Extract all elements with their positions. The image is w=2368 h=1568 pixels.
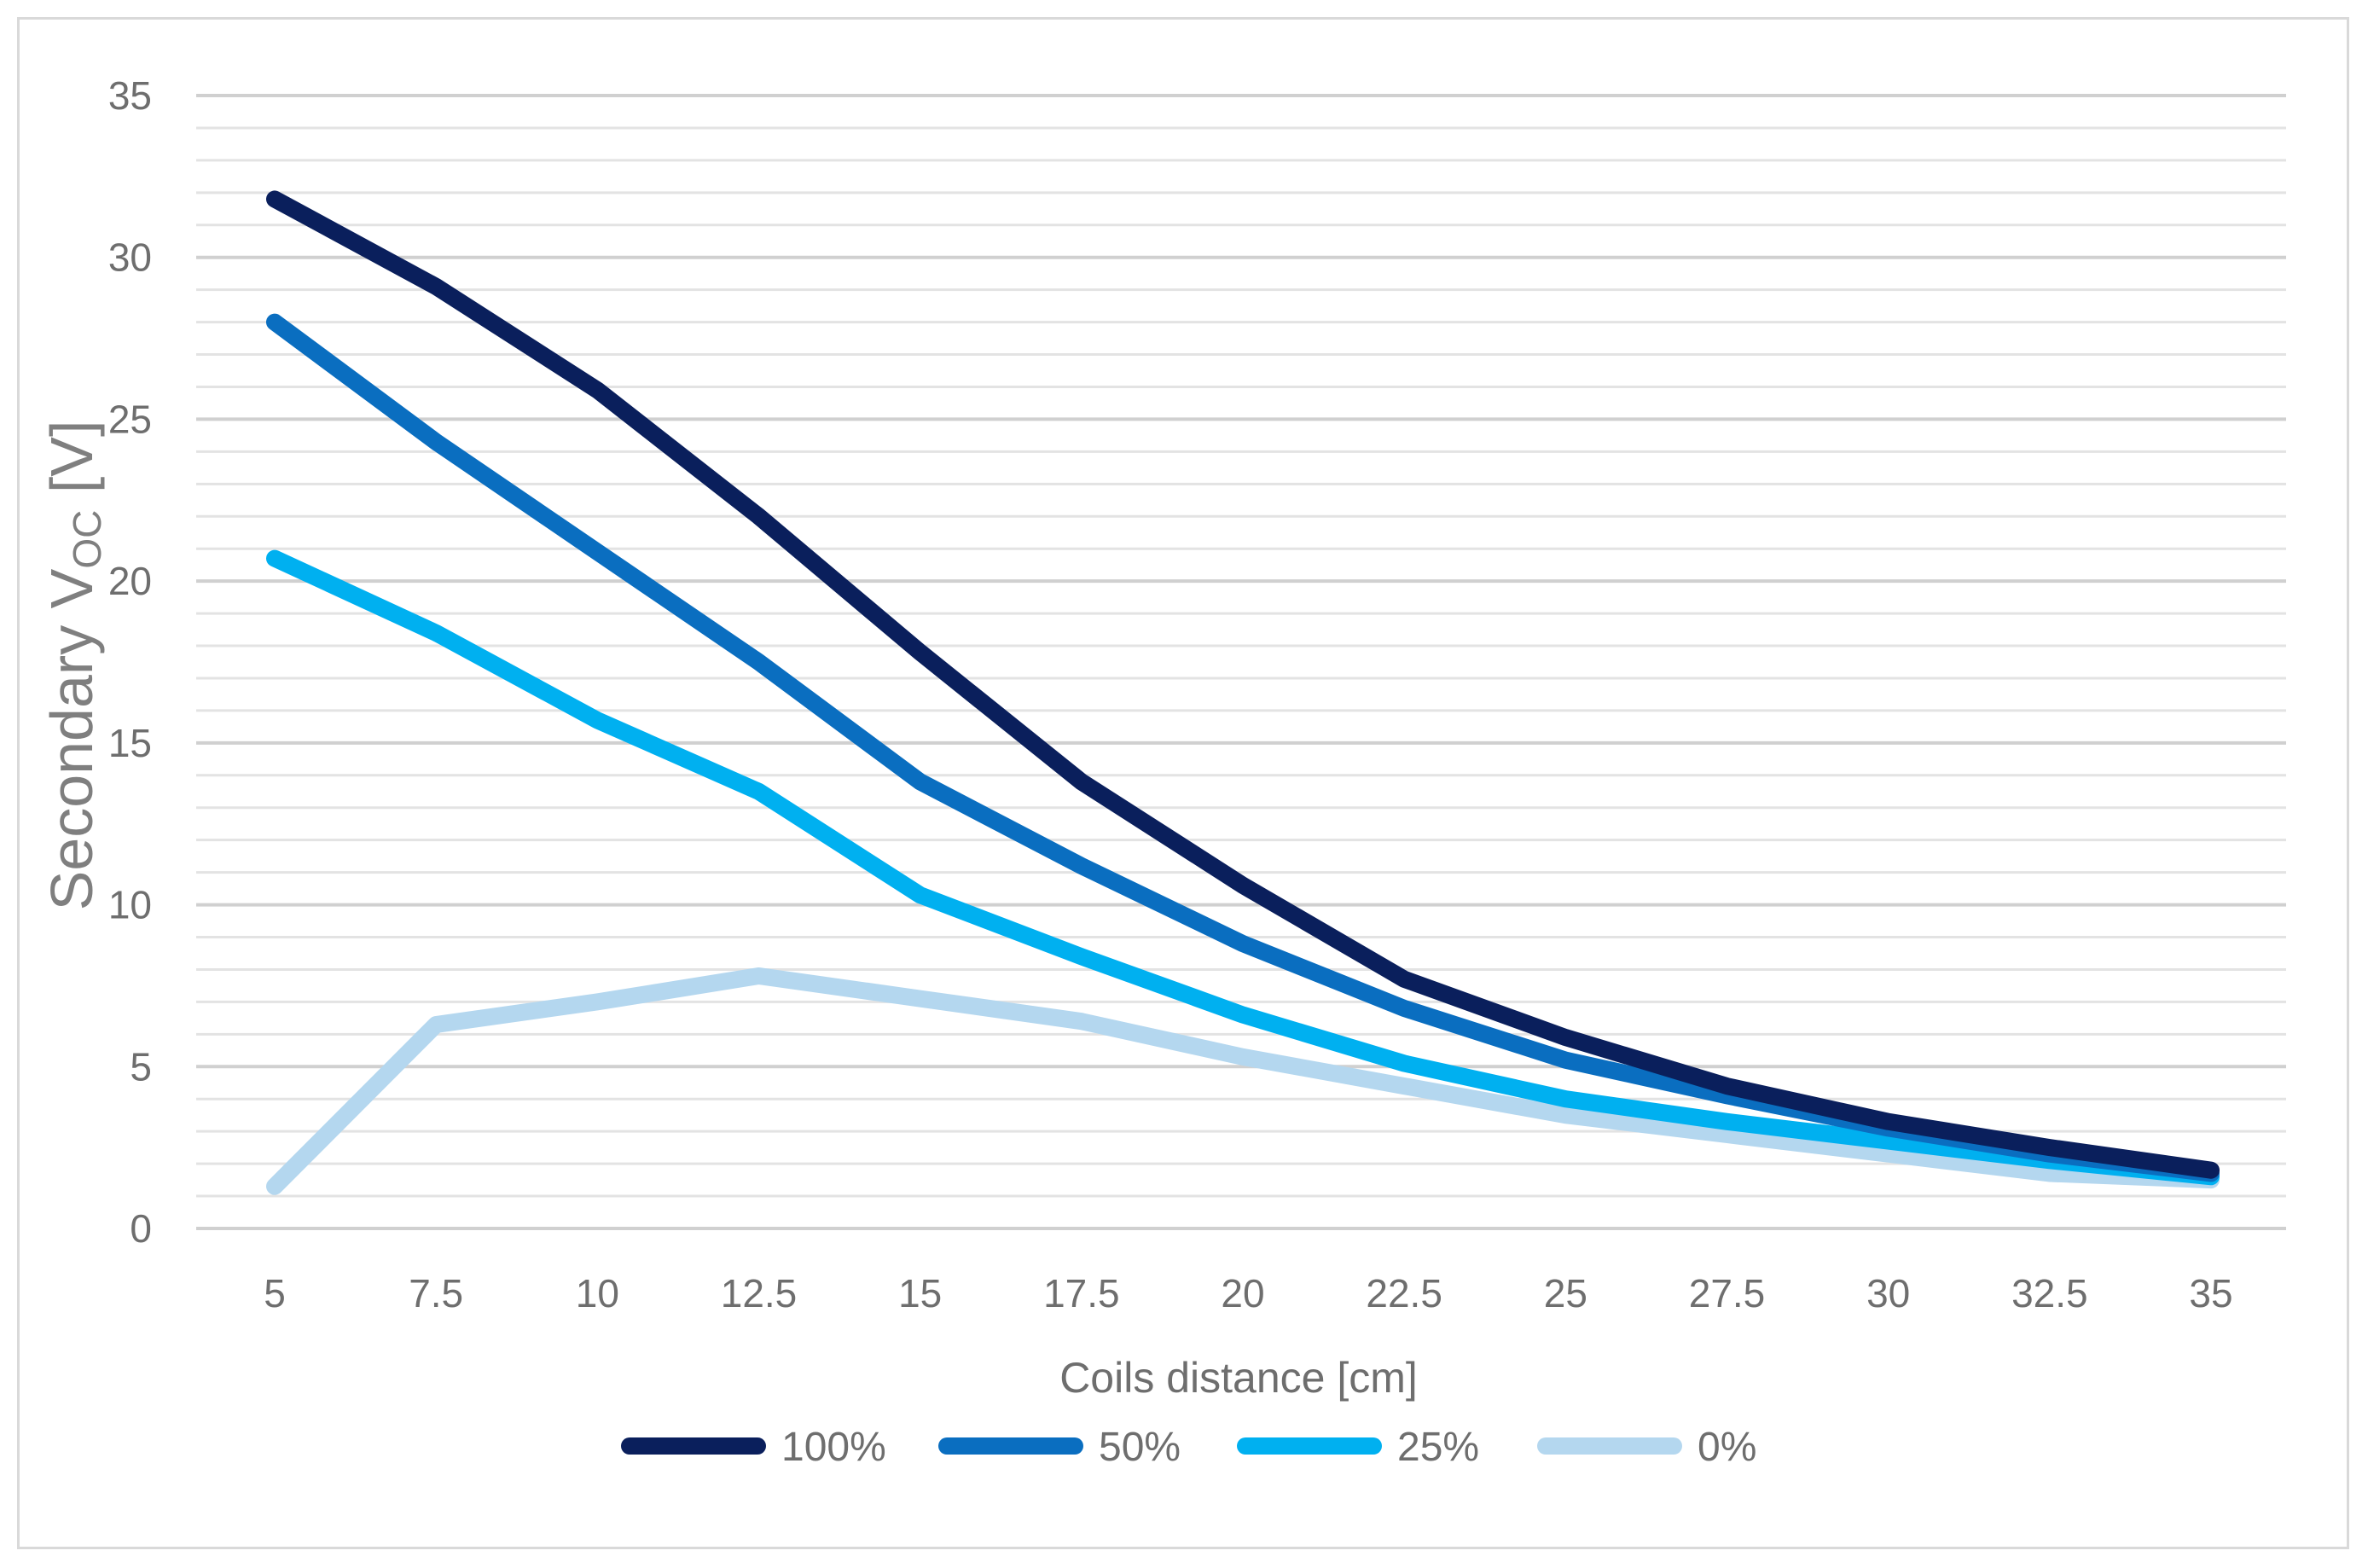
x-tick-label: 5 [264,1271,286,1315]
series-line-0pct [266,967,2220,1195]
y-tick-label: 25 [108,397,152,441]
x-tick-label: 32.5 [2011,1271,2088,1315]
legend: 100% 50% 25% 0% [621,1425,1756,1470]
legend-label: 50% [1099,1425,1181,1470]
y-tick-label: 30 [108,235,152,280]
x-tick-label: 22.5 [1366,1271,1442,1315]
y-axis-title-prefix: Secondary V [38,568,105,910]
y-axis-ticks: 0 5 10 15 20 25 30 35 [108,73,152,1251]
y-axis-title-subscript: OC [65,510,109,569]
x-tick-label: 35 [2189,1271,2232,1315]
x-tick-label: 30 [1866,1271,1910,1315]
x-axis-title: Coils distance [cm] [1059,1354,1418,1402]
legend-label: 0% [1698,1425,1756,1470]
x-axis-ticks: 5 7.5 10 12.5 15 17.5 20 22.5 25 27.5 30 32.5 35 [264,1271,2232,1315]
legend-label: 25% [1397,1425,1479,1470]
series-line-25pct [266,549,2220,1186]
x-tick-label: 10 [576,1271,619,1315]
series-line-100pct [266,190,2220,1179]
series-lines [266,190,2220,1195]
y-tick-label: 20 [108,559,152,603]
x-tick-label: 12.5 [721,1271,798,1315]
x-tick-label: 17.5 [1043,1271,1120,1315]
y-tick-label: 5 [130,1044,152,1089]
chart-frame [17,17,2349,1549]
y-axis-title: Secondary VOC [V] [38,421,109,911]
x-tick-label: 20 [1221,1271,1264,1315]
series-line-50pct [266,313,2220,1182]
x-tick-label: 7.5 [409,1271,463,1315]
legend-label: 100% [781,1425,886,1470]
x-tick-label: 27.5 [1689,1271,1766,1315]
y-tick-label: 35 [108,73,152,118]
y-tick-label: 15 [108,721,152,765]
x-tick-label: 25 [1544,1271,1587,1315]
y-axis-title-suffix: [V] [38,421,105,510]
y-tick-label: 0 [130,1206,152,1251]
x-tick-label: 15 [898,1271,942,1315]
y-tick-label: 10 [108,883,152,927]
